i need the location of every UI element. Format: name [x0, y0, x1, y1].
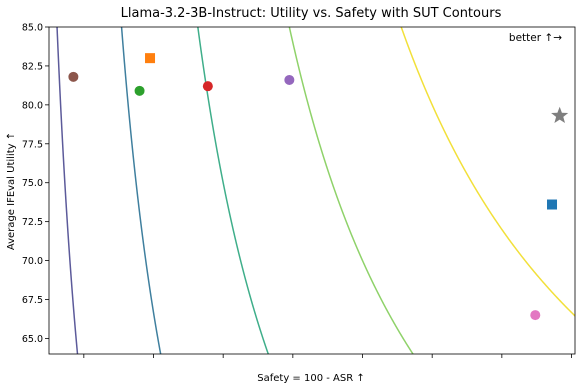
axes-layer: 65.0 67.5 70.0 72.5 75.0 77.5 80.0 82.5 85.0	[22, 23, 576, 358]
y-tick-label: 77.5	[22, 139, 43, 150]
contour-line	[400, 27, 575, 317]
point-marker	[284, 74, 295, 85]
chart-title: Llama-3.2-3B-Instruct: Utility vs. Safet…	[121, 6, 502, 21]
point-layer	[68, 53, 569, 321]
y-tick-label: 65.0	[22, 334, 43, 345]
point-marker	[551, 106, 569, 123]
y-tick-label: 72.5	[22, 217, 43, 228]
y-tick-label: 80.0	[22, 100, 43, 111]
point-marker	[134, 85, 145, 96]
point-marker	[202, 81, 213, 92]
contour-line	[197, 27, 270, 354]
y-axis-label: Average IFEval Utility ↑	[6, 132, 17, 250]
y-tick-label: 85.0	[22, 23, 43, 34]
contour-line	[120, 27, 162, 354]
contour-line	[288, 27, 414, 354]
point-marker	[68, 71, 79, 82]
y-tick-label: 75.0	[22, 178, 43, 189]
corner-note: better ↑→	[509, 32, 562, 44]
contour-layer	[56, 27, 575, 354]
y-tick-label: 82.5	[22, 61, 43, 72]
x-axis-label: Safety = 100 - ASR ↑	[257, 373, 364, 384]
point-marker	[530, 310, 541, 321]
plot-frame	[48, 26, 576, 355]
point-marker	[145, 53, 156, 64]
y-tick-label: 70.0	[22, 256, 43, 267]
y-tick-label: 67.5	[22, 295, 43, 306]
point-marker	[547, 199, 558, 210]
contour-line	[56, 27, 79, 354]
